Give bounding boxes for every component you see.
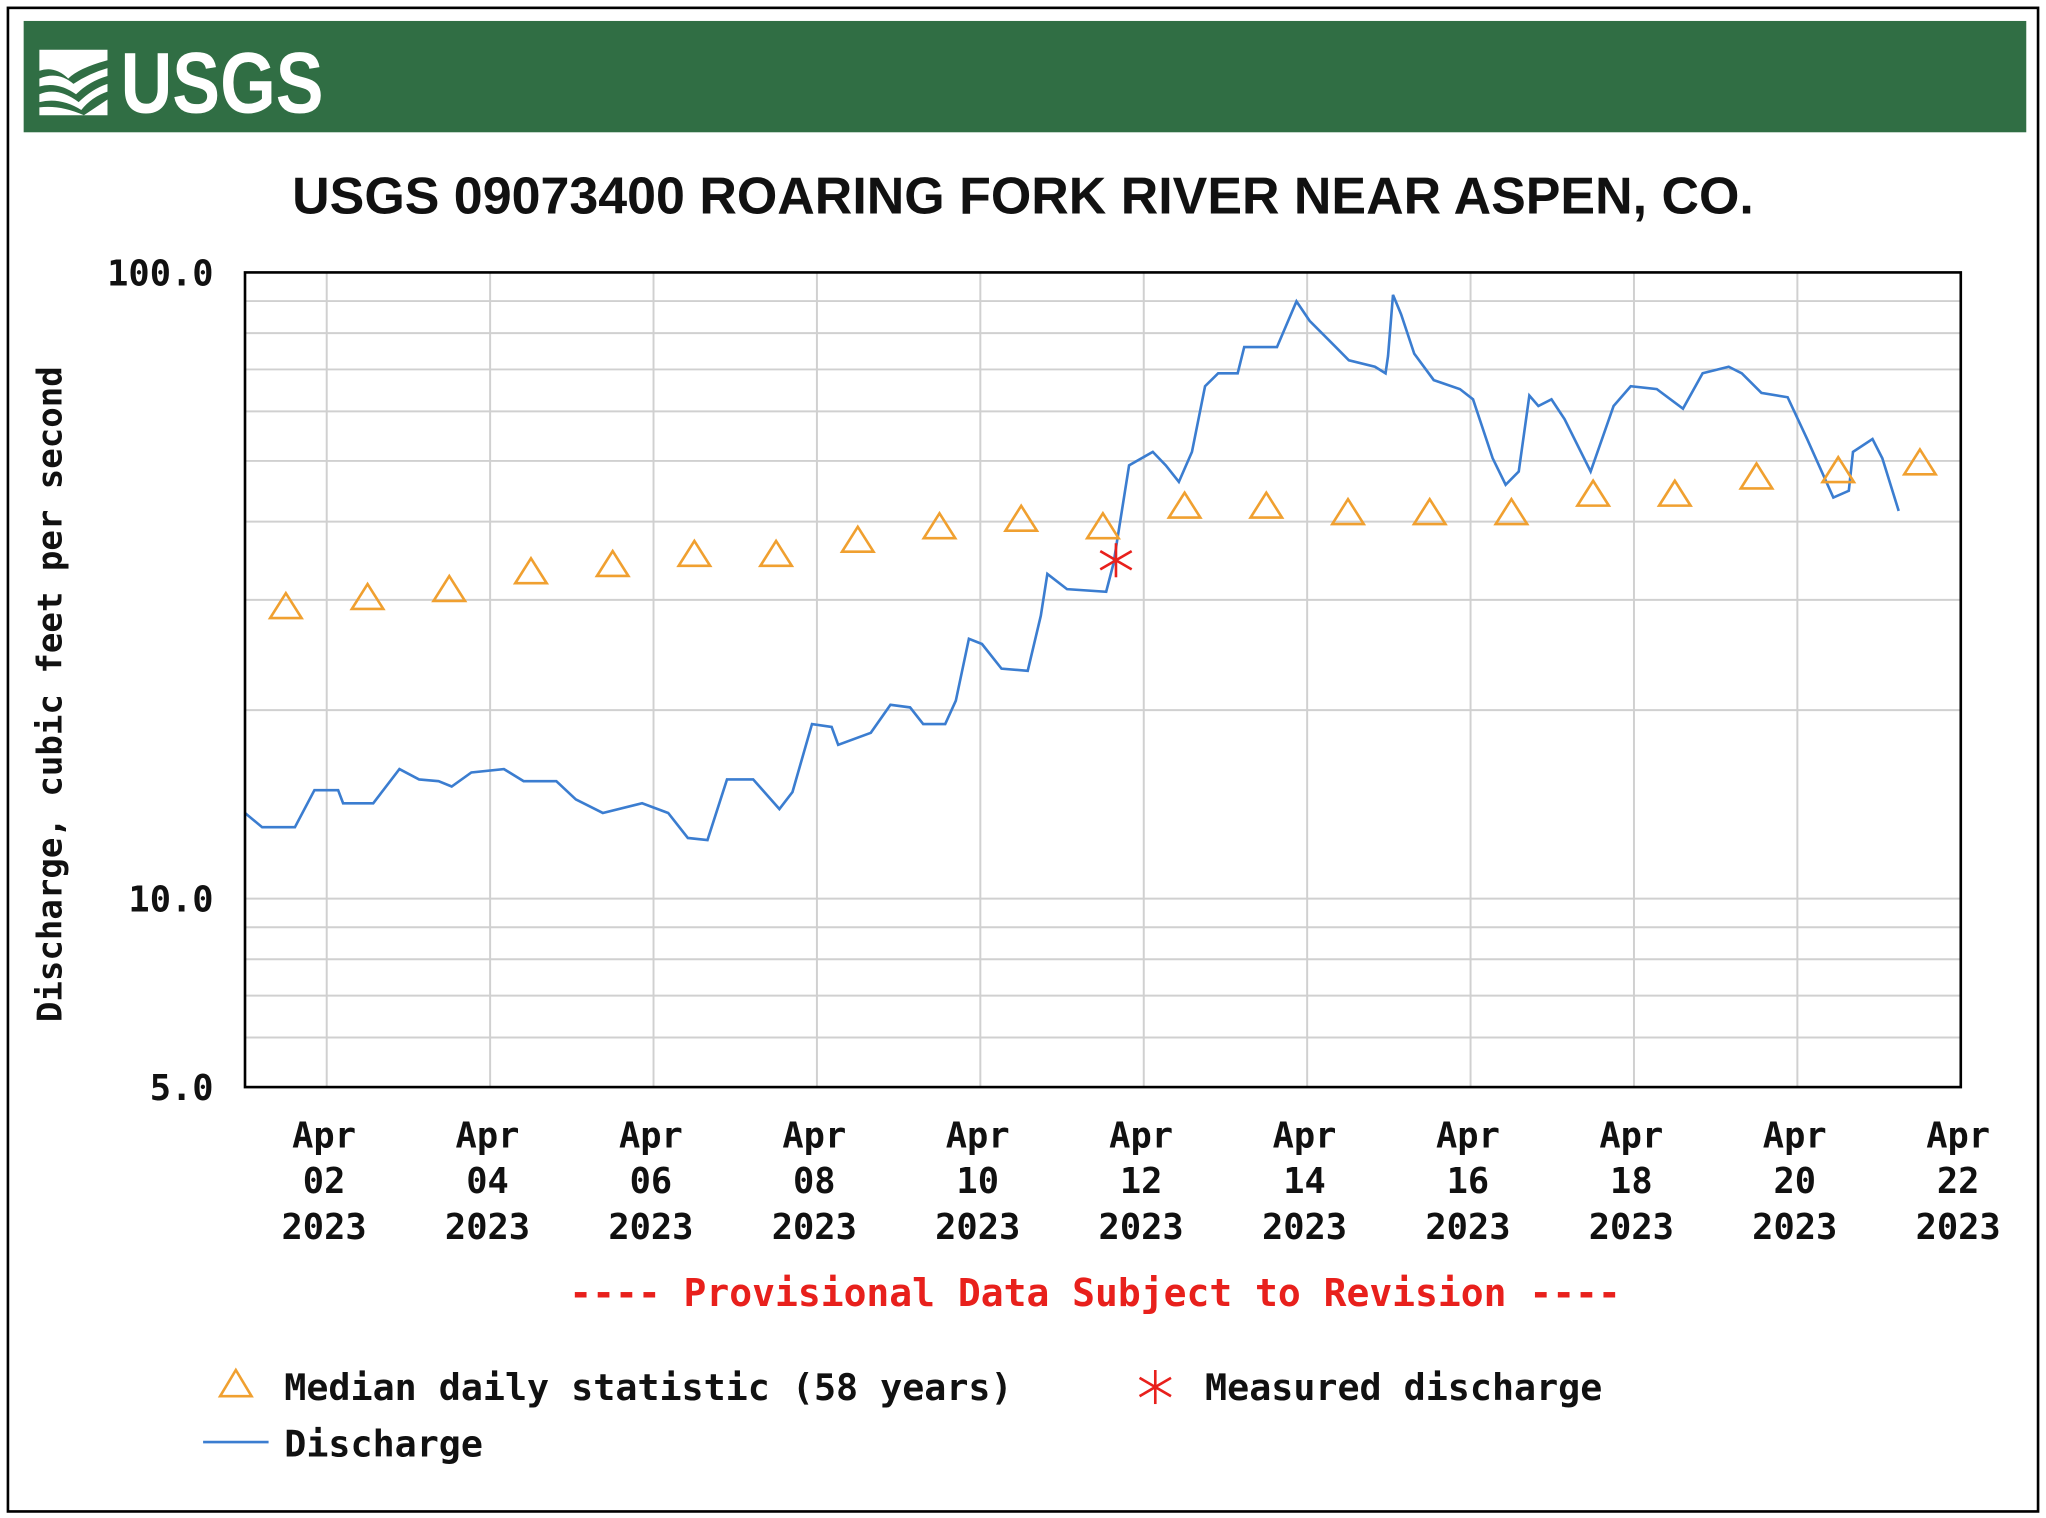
provisional-note: ---- Provisional Data Subject to Revisio… <box>569 1271 1621 1315</box>
median-point <box>839 524 876 553</box>
x-tick-line: Apr <box>1599 1115 1663 1156</box>
x-tick-line: Apr <box>1926 1115 1990 1156</box>
median-point <box>921 510 958 540</box>
legend-discharge: Discharge <box>284 1422 483 1465</box>
median-point <box>431 573 468 603</box>
y-tick-label: 10.0 <box>128 880 213 921</box>
x-tick-label: Apr 02 2023 <box>282 1115 367 1248</box>
median-point <box>1901 447 1939 476</box>
chart-title: USGS 09073400 ROARING FORK RIVER NEAR AS… <box>292 167 1754 225</box>
x-tick-line: 02 <box>303 1161 346 1202</box>
x-tick-label: Apr 20 2023 <box>1752 1115 1837 1248</box>
x-tick-label: Apr 06 2023 <box>608 1115 693 1248</box>
x-tick-line: 2023 <box>1425 1207 1510 1248</box>
median-point <box>1656 478 1693 507</box>
legend-triangle-icon <box>217 1367 254 1398</box>
x-tick-line: Apr <box>946 1115 1010 1156</box>
median-point <box>1329 496 1367 526</box>
median-point <box>594 548 631 578</box>
x-tick-line: 2023 <box>1752 1207 1837 1248</box>
x-tick-label: Apr 22 2023 <box>1916 1115 2001 1248</box>
x-tick-label: Apr 08 2023 <box>772 1115 857 1248</box>
usgs-header-bar <box>23 20 2027 133</box>
median-point <box>267 590 304 620</box>
x-tick-label: Apr 10 2023 <box>935 1115 1020 1248</box>
median-point <box>1820 454 1857 484</box>
x-tick-label: Apr 12 2023 <box>1099 1115 1184 1248</box>
usgs-logo: USGS <box>39 36 324 132</box>
x-tick-line: 2023 <box>282 1207 367 1248</box>
x-tick-line: 08 <box>793 1161 836 1202</box>
x-tick-label: Apr 04 2023 <box>445 1115 530 1248</box>
median-point <box>1493 496 1530 526</box>
x-tick-label: Apr 18 2023 <box>1589 1115 1674 1248</box>
median-point <box>1084 510 1121 540</box>
data-marks <box>244 294 1939 842</box>
y-axis-ticks: 100.0 10.0 5.0 <box>107 254 213 1110</box>
x-tick-line: 10 <box>956 1161 999 1202</box>
x-tick-line: 20 <box>1773 1161 1816 1202</box>
x-tick-line: Apr <box>1109 1115 1173 1156</box>
x-tick-line: 2023 <box>608 1207 693 1248</box>
x-tick-line: 14 <box>1283 1161 1326 1202</box>
median-point <box>1003 503 1040 532</box>
legend: Median daily statistic (58 years) Measur… <box>203 1366 1602 1465</box>
x-tick-line: Apr <box>456 1115 520 1156</box>
x-tick-label: Apr 16 2023 <box>1425 1115 1510 1248</box>
measured-point <box>1099 543 1133 578</box>
x-tick-line: 06 <box>630 1161 673 1202</box>
x-tick-line: 2023 <box>935 1207 1020 1248</box>
x-tick-line: Apr <box>292 1115 356 1156</box>
asterisk-stroke <box>1099 549 1133 571</box>
x-tick-line: Apr <box>619 1115 683 1156</box>
x-tick-line: Apr <box>1763 1115 1827 1156</box>
x-axis-ticks: Apr 02 2023 Apr 04 2023 Apr 06 2023 Apr 08 2023 Apr 1… <box>282 1115 2001 1248</box>
x-tick-label: Apr 14 2023 <box>1262 1115 1347 1248</box>
legend-median: Median daily statistic (58 years) <box>284 1366 1012 1409</box>
x-tick-line: Apr <box>782 1115 846 1156</box>
plot-frame <box>243 271 1963 1089</box>
median-point <box>1738 461 1775 490</box>
usgs-logo-text: USGS <box>121 36 324 132</box>
x-tick-line: 18 <box>1610 1161 1653 1202</box>
median-point <box>757 538 795 568</box>
y-tick-label: 100.0 <box>107 254 213 295</box>
x-tick-line: 2023 <box>1099 1207 1184 1248</box>
usgs-wave-icon <box>39 49 108 116</box>
x-tick-line: Apr <box>1436 1115 1500 1156</box>
median-point <box>512 555 550 585</box>
median-point <box>676 538 713 568</box>
discharge-line <box>244 294 1900 842</box>
median-point <box>1248 490 1285 519</box>
x-tick-line: 16 <box>1447 1161 1490 1202</box>
median-point <box>349 581 386 611</box>
median-point <box>1166 490 1203 519</box>
x-tick-line: 12 <box>1120 1161 1163 1202</box>
median-point <box>1411 496 1448 526</box>
legend-measured: Measured discharge <box>1205 1366 1602 1409</box>
x-tick-line: 22 <box>1937 1161 1980 1202</box>
x-tick-line: 2023 <box>772 1207 857 1248</box>
x-tick-line: Apr <box>1273 1115 1337 1156</box>
x-tick-line: 2023 <box>1262 1207 1347 1248</box>
y-axis-label: Discharge, cubic feet per second <box>31 366 71 1022</box>
legend-asterisk-icon <box>1138 1369 1172 1405</box>
y-tick-label: 5.0 <box>150 1068 214 1109</box>
x-tick-line: 2023 <box>445 1207 530 1248</box>
outer-frame <box>6 6 2040 1513</box>
x-tick-line: 2023 <box>1916 1207 2001 1248</box>
x-tick-line: 04 <box>466 1161 509 1202</box>
median-point <box>1575 478 1612 507</box>
x-tick-line: 2023 <box>1589 1207 1674 1248</box>
